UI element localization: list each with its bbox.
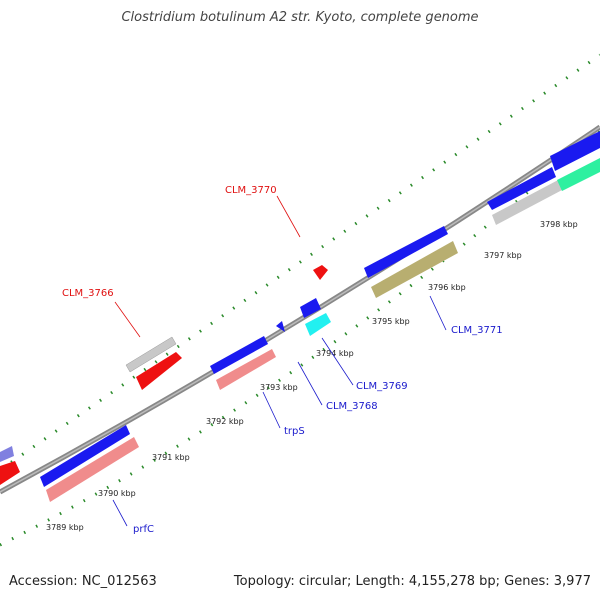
gene-label: trpS — [284, 426, 305, 437]
gene-prfc[interactable] — [46, 437, 139, 502]
tick-label: 3793 kbp — [260, 383, 298, 392]
gene-trps[interactable] — [216, 349, 276, 390]
genome-summary-text: Topology: circular; Length: 4,155,278 bp… — [233, 574, 591, 589]
gene-clm-3766[interactable] — [136, 352, 182, 390]
genome-title: Clostridium botulinum A2 str. Kyoto, com… — [121, 10, 479, 25]
gene-label: CLM_3768 — [326, 401, 378, 412]
tick-label: 3791 kbp — [152, 453, 190, 462]
gene-clm-3769[interactable] — [305, 313, 331, 336]
gene-violet-edge[interactable] — [0, 446, 14, 462]
gene-blue-forward-2[interactable] — [487, 167, 556, 210]
tick-label: 3797 kbp — [484, 251, 522, 260]
gene-clm-3766-gray[interactable] — [125, 336, 177, 373]
gene-red-edge[interactable] — [0, 461, 20, 485]
gene-clm-3770[interactable] — [313, 265, 328, 280]
gene-label: prfC — [133, 524, 154, 535]
genome-backbone — [0, 124, 600, 495]
gene-label: CLM_3770 — [225, 185, 277, 196]
tick-label: 3790 kbp — [98, 489, 136, 498]
gene-blue-forward-1[interactable] — [364, 226, 448, 278]
reverse-strand-genes — [40, 298, 331, 502]
gene-label: CLM_3771 — [451, 325, 503, 336]
tick-label: 3795 kbp — [372, 317, 410, 326]
gene-clm-3768[interactable] — [276, 321, 285, 332]
gene-blue-forward-3[interactable] — [550, 131, 600, 171]
forward-strand-genes — [0, 131, 600, 485]
leader-lines — [112, 195, 447, 527]
outer-tick-ring — [0, 53, 600, 472]
gene-gray-forward[interactable] — [492, 179, 564, 225]
gene-label: CLM_3769 — [356, 381, 408, 392]
tick-label: 3796 kbp — [428, 283, 466, 292]
gene-green-forward[interactable] — [557, 158, 600, 191]
tick-label: 3792 kbp — [206, 417, 244, 426]
tick-label: 3789 kbp — [46, 523, 84, 532]
coordinate-labels: 3789 kbp 3790 kbp 3791 kbp 3792 kbp 3793… — [46, 220, 578, 532]
gene-clm-3771[interactable] — [371, 241, 458, 298]
accession-text: Accession: NC_012563 — [9, 574, 157, 589]
tick-label: 3798 kbp — [540, 220, 578, 229]
gene-clm-3769-blue[interactable] — [300, 298, 321, 318]
gene-label: CLM_3766 — [62, 288, 114, 299]
gene-labels: CLM_3766 CLM_3770 prfC trpS CLM_3768 CLM… — [62, 185, 503, 535]
gene-trps-blue[interactable] — [210, 336, 268, 374]
tick-label: 3794 kbp — [316, 349, 354, 358]
gene-prfc-blue[interactable] — [40, 425, 130, 487]
